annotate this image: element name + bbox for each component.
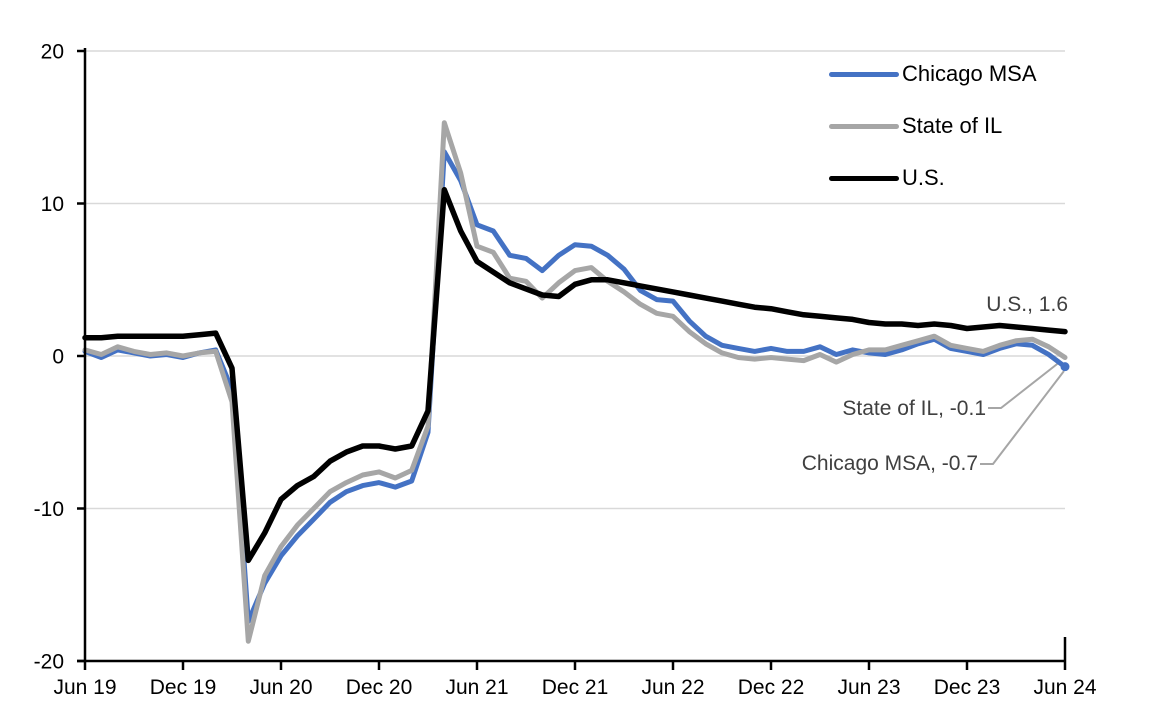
legend-item-us: U.S. xyxy=(829,152,1037,204)
y-tick-label-10: 10 xyxy=(41,193,64,216)
legend-item-chicago-msa: Chicago MSA xyxy=(829,48,1037,100)
series-line-state-of-il xyxy=(82,120,1068,644)
series-line-u-s- xyxy=(82,187,1068,564)
legend-label-chicago-msa: Chicago MSA xyxy=(902,61,1037,86)
x-tick-label-5: Dec 21 xyxy=(542,676,609,699)
x-tick-label-7: Dec 22 xyxy=(738,676,805,699)
axes xyxy=(77,48,1067,670)
x-tick-label-10: Jun 24 xyxy=(1033,676,1096,699)
y-tick-label-0: 0 xyxy=(52,346,64,369)
legend-label-state-of-il: State of IL xyxy=(902,113,1003,138)
y-tick-label--20: -20 xyxy=(34,651,64,674)
x-tick-label-2: Jun 20 xyxy=(249,676,312,699)
end-point-marker-chicago-msa xyxy=(1060,362,1070,372)
legend-swatch-state-of-il xyxy=(829,123,899,129)
x-tick-label-9: Dec 23 xyxy=(934,676,1001,699)
legend-swatch-chicago-msa xyxy=(829,71,899,77)
legend: Chicago MSA State of IL U.S. xyxy=(829,48,1037,204)
legend-swatch-us xyxy=(829,175,899,181)
x-tick-label-0: Jun 19 xyxy=(53,676,116,699)
legend-item-state-of-il: State of IL xyxy=(829,100,1037,152)
gridlines xyxy=(85,50,1065,510)
x-tick-label-4: Jun 21 xyxy=(445,676,508,699)
x-tick-label-8: Jun 23 xyxy=(837,676,900,699)
leader-line-state-of-il xyxy=(988,360,1062,409)
legend-label-us: U.S. xyxy=(902,165,945,190)
y-tick-label--10: -10 xyxy=(34,498,64,521)
x-tick-label-1: Dec 19 xyxy=(150,676,217,699)
annotation-leader-lines xyxy=(980,360,1065,465)
x-tick-label-3: Dec 20 xyxy=(346,676,413,699)
annotation-chicago-msa: Chicago MSA, -0.7 xyxy=(801,452,978,475)
annotation-state-of-il: State of IL, -0.1 xyxy=(842,397,986,420)
series-lines xyxy=(82,120,1070,644)
y-tick-label-20: 20 xyxy=(41,41,64,64)
annotation-us: U.S., 1.6 xyxy=(986,293,1068,316)
x-tick-label-6: Jun 22 xyxy=(641,676,704,699)
leader-line-chicago-msa xyxy=(980,370,1065,465)
